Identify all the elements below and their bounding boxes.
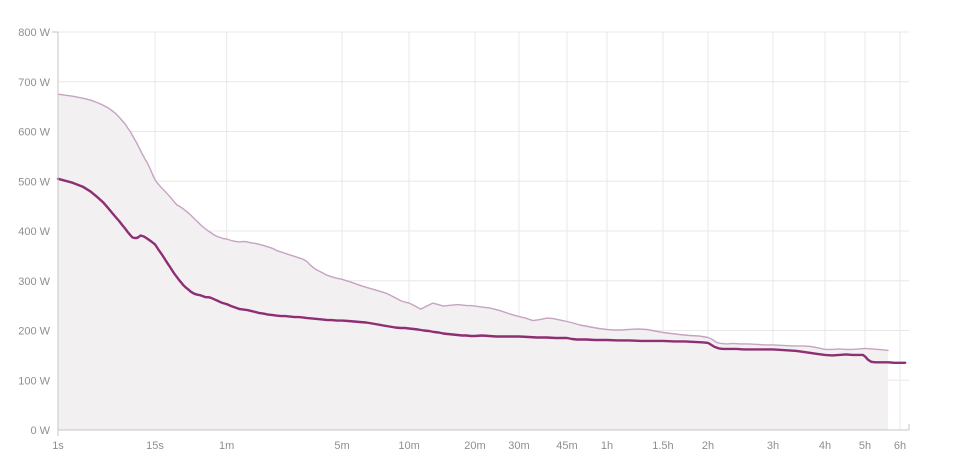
y-axis-label-0W: 0 W [30,425,50,437]
x-axis-label-1h: 1h [601,440,613,452]
x-axis-label-30m: 30m [508,440,529,452]
x-axis-label-5m: 5m [334,440,349,452]
activity-power-line [56,177,907,364]
y-axis-label-700W: 700 W [18,77,50,89]
y-axis-label-500W: 500 W [18,176,50,188]
y-axis-label-800W: 800 W [18,27,50,39]
y-axis-label-300W: 300 W [18,276,50,288]
x-axis-label-4h: 4h [819,440,831,452]
x-axis-label-10m: 10m [398,440,419,452]
best-power-line [57,93,889,352]
x-axis-label-5h: 5h [859,440,871,452]
x-axis-label-1s: 1s [52,440,64,452]
y-axis-label-100W: 100 W [18,375,50,387]
x-axis-label-3h: 3h [767,440,779,452]
y-axis-label-400W: 400 W [18,226,50,238]
x-axis-label-15s: 15s [146,440,164,452]
y-axis-label-200W: 200 W [18,326,50,338]
x-axis-label-45m: 45m [556,440,577,452]
x-axis-label-6h: 6h [894,440,906,452]
x-axis-label-1m: 1m [219,440,234,452]
best-power-area-fill [58,94,889,430]
x-axis-label-20m: 20m [464,440,485,452]
x-axis-label-1.5h: 1.5h [652,440,673,452]
x-axis-label-2h: 2h [702,440,714,452]
y-axis-label-600W: 600 W [18,127,50,139]
